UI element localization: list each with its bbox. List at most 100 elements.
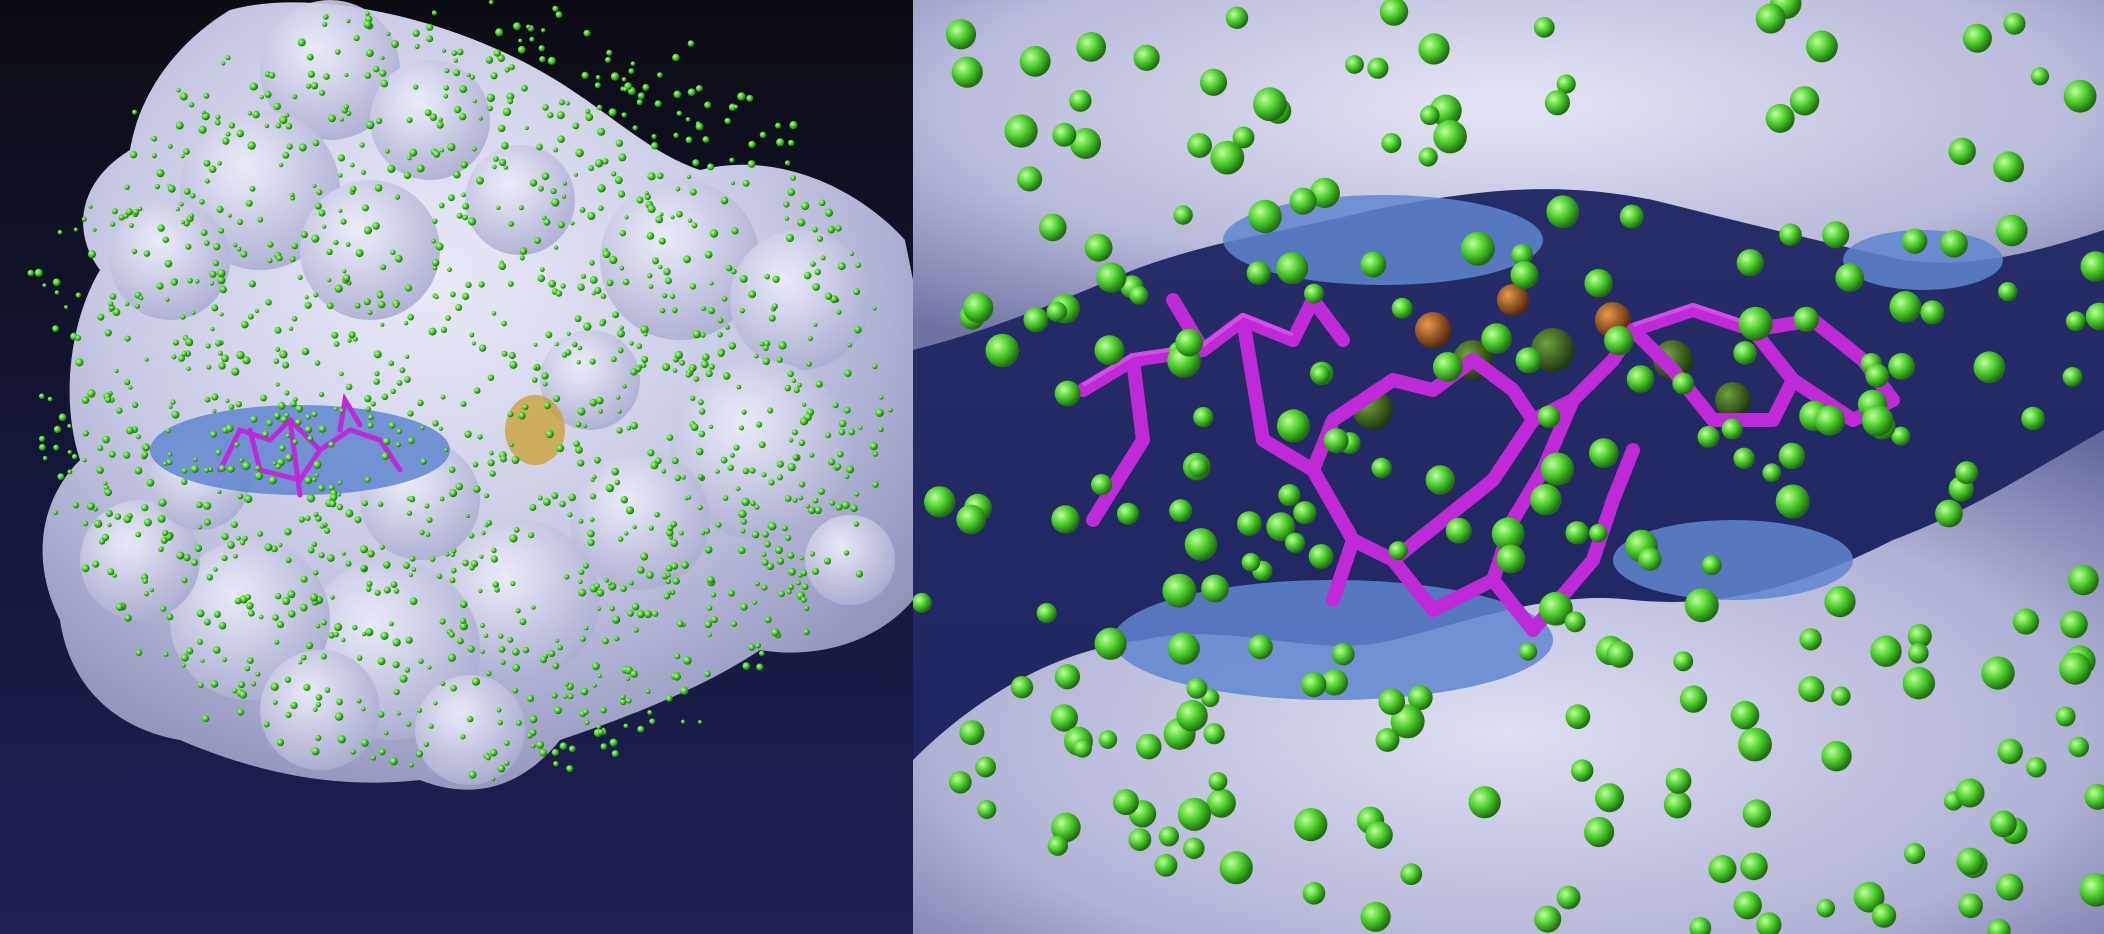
probe-sphere	[622, 278, 630, 286]
probe-sphere	[322, 224, 327, 229]
probe-sphere	[875, 408, 884, 417]
probe-sphere	[341, 551, 346, 556]
probe-sphere	[188, 102, 195, 108]
probe-sphere	[242, 461, 251, 471]
probe-sphere	[766, 562, 774, 571]
probe-sphere	[785, 534, 792, 541]
probe-sphere	[749, 467, 756, 474]
probe-sphere	[142, 451, 149, 458]
probe-sphere	[802, 402, 807, 407]
probe-sphere	[599, 320, 606, 327]
probe-sphere	[577, 459, 585, 467]
probe-sphere	[1701, 555, 1722, 576]
probe-sphere	[210, 281, 215, 286]
probe-sphere	[552, 662, 560, 670]
probe-sphere	[761, 559, 769, 566]
probe-sphere	[318, 425, 327, 433]
probe-sphere	[211, 304, 219, 312]
probe-sphere	[945, 19, 977, 50]
probe-sphere	[503, 165, 509, 170]
probe-sphere	[75, 358, 84, 367]
probe-sphere	[345, 242, 351, 247]
probe-sphere	[536, 143, 543, 151]
probe-sphere	[580, 636, 586, 642]
probe-sphere	[257, 530, 264, 537]
probe-sphere	[566, 765, 574, 773]
probe-sphere	[1556, 74, 1576, 94]
probe-sphere	[647, 273, 653, 279]
probe-sphere	[206, 364, 212, 370]
probe-sphere	[245, 199, 253, 207]
probe-sphere	[541, 28, 546, 33]
probe-sphere	[478, 588, 483, 594]
probe-sphere	[171, 354, 177, 360]
probe-sphere	[255, 465, 261, 471]
probe-sphere	[469, 565, 475, 571]
probe-sphere	[959, 720, 985, 746]
probe-sphere	[729, 452, 735, 458]
probe-sphere	[273, 700, 278, 705]
probe-sphere	[598, 408, 604, 414]
probe-sphere	[1775, 484, 1810, 519]
probe-sphere	[447, 143, 456, 152]
probe-sphere	[231, 521, 238, 528]
probe-sphere	[183, 220, 190, 227]
probe-sphere	[830, 295, 839, 304]
probe-sphere	[313, 570, 319, 576]
probe-sphere	[419, 529, 425, 536]
probe-sphere	[924, 486, 956, 518]
probe-sphere	[799, 556, 804, 561]
probe-sphere	[71, 453, 78, 460]
probe-sphere	[519, 247, 528, 255]
probe-sphere	[180, 314, 186, 320]
probe-sphere	[315, 515, 322, 522]
probe-sphere	[300, 231, 308, 239]
probe-sphere	[739, 308, 745, 314]
probe-sphere	[667, 524, 674, 532]
probe-sphere	[163, 651, 169, 657]
probe-sphere	[611, 171, 617, 177]
probe-sphere	[181, 350, 188, 357]
probe-sphere	[438, 202, 445, 209]
probe-sphere	[647, 449, 655, 457]
probe-sphere	[872, 306, 877, 311]
probe-sphere	[328, 484, 335, 491]
probe-sphere	[1920, 300, 1945, 325]
probe-sphere	[193, 457, 198, 462]
probe-sphere	[691, 222, 698, 229]
probe-sphere	[662, 363, 671, 372]
probe-sphere	[337, 480, 343, 485]
probe-sphere	[328, 632, 335, 639]
probe-sphere	[295, 418, 302, 426]
probe-sphere	[1237, 511, 1262, 536]
probe-sphere	[183, 188, 191, 195]
probe-sphere	[472, 461, 479, 468]
probe-sphere	[590, 493, 597, 500]
probe-sphere	[221, 555, 228, 562]
probe-sphere	[388, 360, 395, 367]
probe-sphere	[568, 493, 576, 502]
probe-sphere	[492, 581, 499, 588]
probe-sphere	[312, 183, 317, 188]
probe-sphere	[790, 175, 796, 181]
probe-sphere	[284, 528, 292, 536]
probe-sphere	[170, 399, 176, 405]
probe-sphere	[759, 341, 765, 347]
probe-sphere	[337, 735, 346, 744]
probe-sphere	[1853, 881, 1885, 913]
probe-sphere	[239, 539, 246, 546]
probe-sphere	[2055, 706, 2076, 727]
probe-sphere	[299, 603, 308, 612]
probe-sphere	[462, 202, 470, 210]
probe-sphere	[244, 594, 252, 601]
probe-sphere	[679, 530, 684, 536]
probe-sphere	[644, 610, 652, 619]
probe-sphere	[248, 609, 255, 617]
probe-sphere	[166, 613, 174, 621]
probe-sphere	[2030, 67, 2050, 86]
probe-sphere	[447, 267, 452, 272]
probe-sphere	[1993, 151, 2024, 183]
probe-sphere	[752, 600, 758, 605]
probe-sphere	[742, 179, 750, 187]
probe-sphere	[426, 35, 434, 43]
